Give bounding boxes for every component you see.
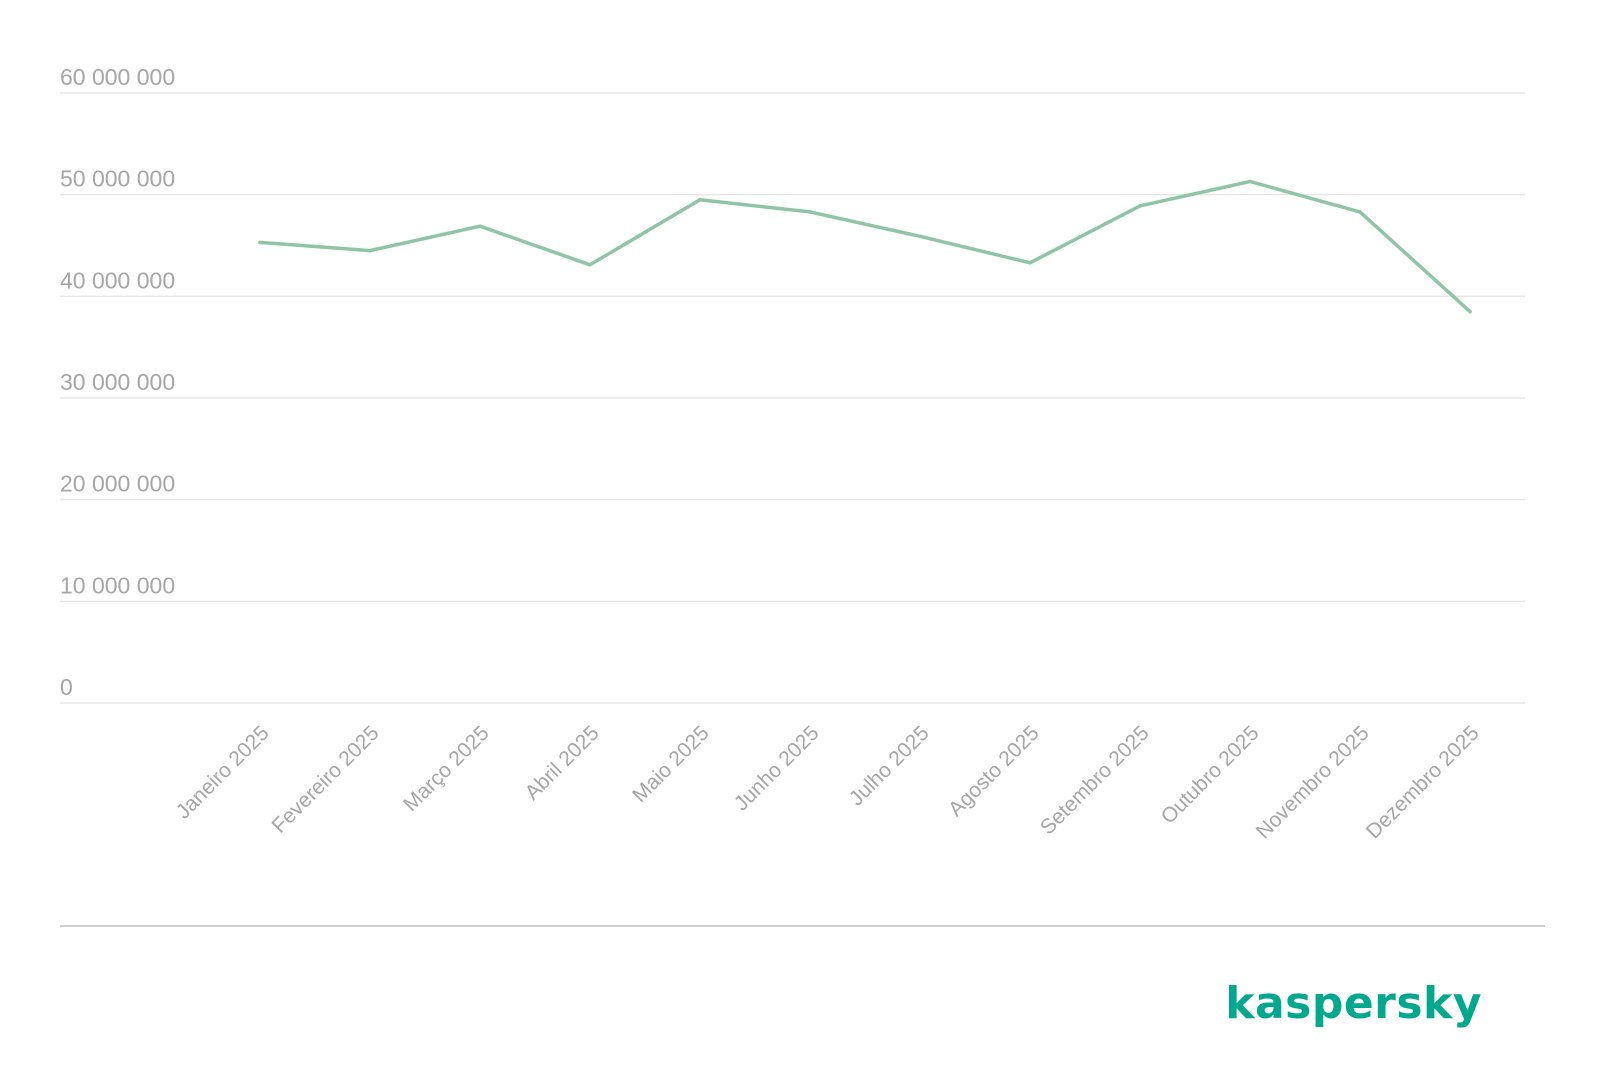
data-point [258, 240, 262, 245]
x-tick-label: Janeiro 2025 [172, 721, 274, 823]
x-tick-label: Setembro 2025 [1036, 721, 1154, 839]
y-tick-label: 0 [60, 674, 73, 700]
x-tick-label: Dezembro 2025 [1362, 721, 1484, 843]
x-tick-label: Outubro 2025 [1157, 721, 1264, 828]
x-tick-label: Junho 2025 [730, 721, 824, 815]
data-point [368, 248, 372, 253]
kaspersky-logo: kaspersky [1225, 978, 1482, 1029]
x-tick-label: Abril 2025 [521, 721, 604, 804]
x-tick-label: Maio 2025 [628, 721, 714, 807]
y-tick-label: 20 000 000 [60, 471, 175, 497]
x-tick-label: Agosto 2025 [944, 721, 1044, 821]
data-point [588, 263, 592, 267]
data-point [1028, 261, 1032, 265]
y-tick-label: 40 000 000 [60, 267, 175, 293]
series-line [258, 179, 1472, 314]
x-tick-label: Julho 2025 [845, 721, 934, 810]
data-point [698, 198, 702, 202]
x-tick-label: Março 2025 [399, 721, 494, 816]
gridlines [60, 92, 1525, 704]
y-tick-label: 30 000 000 [60, 369, 175, 395]
x-tick-label: Novembro 2025 [1252, 721, 1374, 843]
data-point [1248, 179, 1252, 184]
y-tick-label: 10 000 000 [60, 572, 175, 598]
y-axis-ticks: 0 10 000 000 20 000 000 30 000 000 40 000 00… [60, 64, 175, 700]
data-point [1138, 204, 1142, 208]
data-point [1358, 210, 1362, 214]
series-layer [258, 179, 1472, 314]
data-point [918, 234, 922, 239]
data-point [1468, 309, 1472, 314]
data-point [478, 224, 482, 228]
data-point [808, 210, 812, 214]
y-tick-label: 50 000 000 [60, 166, 175, 192]
y-tick-label: 60 000 000 [60, 64, 175, 90]
x-tick-label: Fevereiro 2025 [268, 721, 384, 837]
